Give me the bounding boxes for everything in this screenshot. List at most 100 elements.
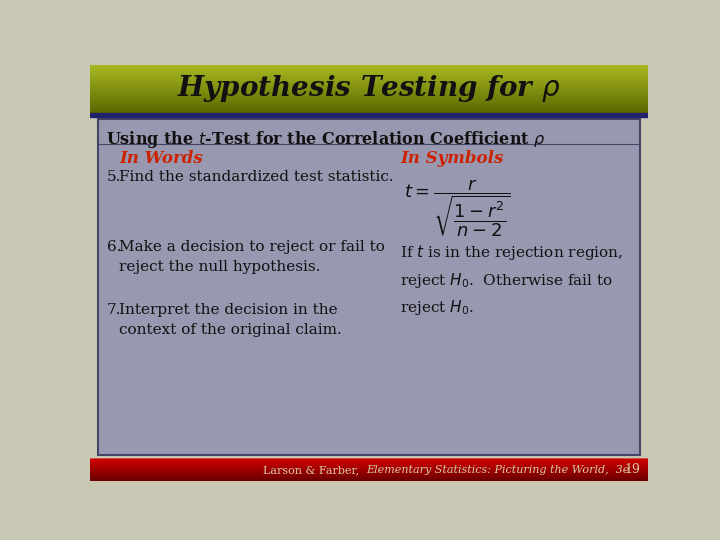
Bar bbox=[90, 103, 648, 104]
Bar bbox=[90, 480, 648, 481]
Bar bbox=[90, 81, 648, 82]
Bar bbox=[90, 95, 648, 96]
Bar bbox=[90, 467, 648, 468]
Bar bbox=[90, 90, 648, 91]
Bar bbox=[90, 464, 648, 465]
Bar bbox=[90, 479, 648, 480]
Text: In Words: In Words bbox=[120, 150, 203, 167]
Bar bbox=[90, 99, 648, 100]
Bar bbox=[90, 460, 648, 461]
FancyBboxPatch shape bbox=[98, 119, 640, 455]
Bar bbox=[90, 112, 648, 117]
Bar bbox=[90, 98, 648, 99]
Bar bbox=[90, 83, 648, 84]
Bar bbox=[90, 96, 648, 97]
Bar bbox=[90, 87, 648, 88]
Bar bbox=[90, 80, 648, 82]
Text: Make a decision to reject or fail to
reject the null hypothesis.: Make a decision to reject or fail to rej… bbox=[120, 240, 385, 274]
Bar bbox=[90, 105, 648, 106]
Text: Elementary Statistics: Picturing the World,  3e: Elementary Statistics: Picturing the Wor… bbox=[366, 465, 629, 475]
Bar bbox=[90, 102, 648, 103]
Bar bbox=[90, 463, 648, 464]
Bar bbox=[90, 468, 648, 469]
Bar bbox=[90, 476, 648, 477]
Bar bbox=[90, 469, 648, 470]
Bar bbox=[90, 72, 648, 73]
Bar bbox=[90, 102, 648, 103]
Bar bbox=[90, 471, 648, 472]
Bar bbox=[90, 66, 648, 67]
Bar bbox=[90, 478, 648, 479]
Bar bbox=[90, 471, 648, 472]
Bar bbox=[90, 463, 648, 464]
Bar bbox=[90, 478, 648, 479]
Bar bbox=[90, 68, 648, 69]
Bar bbox=[90, 458, 648, 459]
Bar bbox=[90, 470, 648, 471]
Bar bbox=[90, 71, 648, 72]
Bar bbox=[90, 465, 648, 466]
Bar bbox=[90, 471, 648, 472]
Bar bbox=[90, 109, 648, 110]
Bar bbox=[90, 78, 648, 79]
Bar bbox=[90, 73, 648, 74]
Bar bbox=[90, 466, 648, 467]
Bar bbox=[90, 86, 648, 87]
Bar bbox=[90, 470, 648, 471]
Text: In Symbols: In Symbols bbox=[400, 150, 503, 167]
Bar bbox=[90, 93, 648, 94]
Bar bbox=[90, 472, 648, 473]
Bar bbox=[90, 460, 648, 461]
Bar bbox=[90, 101, 648, 102]
Bar bbox=[90, 111, 648, 112]
Bar bbox=[90, 68, 648, 69]
Bar bbox=[90, 73, 648, 75]
Bar bbox=[90, 78, 648, 79]
Bar bbox=[90, 474, 648, 475]
Bar bbox=[90, 109, 648, 110]
Text: 6.: 6. bbox=[107, 240, 122, 254]
Bar bbox=[90, 472, 648, 473]
Bar bbox=[90, 65, 648, 66]
Bar bbox=[90, 106, 648, 107]
Bar bbox=[90, 462, 648, 463]
Text: 7.: 7. bbox=[107, 303, 122, 317]
Bar bbox=[90, 477, 648, 478]
Bar bbox=[90, 469, 648, 470]
Bar bbox=[90, 108, 648, 109]
Bar bbox=[90, 464, 648, 465]
Bar bbox=[90, 106, 648, 107]
Bar bbox=[90, 479, 648, 480]
Bar bbox=[90, 476, 648, 477]
Bar bbox=[90, 64, 648, 65]
Bar bbox=[90, 467, 648, 468]
Bar bbox=[90, 462, 648, 463]
Bar bbox=[90, 76, 648, 77]
Bar bbox=[90, 97, 648, 98]
Bar bbox=[90, 473, 648, 474]
Bar bbox=[90, 66, 648, 67]
Bar bbox=[90, 475, 648, 476]
Bar bbox=[90, 82, 648, 83]
Bar bbox=[90, 470, 648, 471]
Bar bbox=[90, 91, 648, 92]
Text: 19: 19 bbox=[624, 463, 640, 476]
Bar bbox=[90, 99, 648, 100]
Bar bbox=[90, 110, 648, 111]
Bar bbox=[90, 89, 648, 90]
Bar bbox=[90, 474, 648, 475]
Bar bbox=[90, 468, 648, 469]
Bar bbox=[90, 67, 648, 68]
Bar bbox=[90, 107, 648, 108]
Bar bbox=[90, 74, 648, 75]
Bar bbox=[90, 97, 648, 98]
Bar bbox=[90, 105, 648, 106]
Bar bbox=[90, 92, 648, 93]
Bar bbox=[90, 82, 648, 83]
Bar bbox=[90, 70, 648, 71]
Bar bbox=[90, 100, 648, 102]
Bar bbox=[90, 72, 648, 73]
Bar bbox=[90, 104, 648, 105]
Bar bbox=[90, 459, 648, 460]
Bar bbox=[90, 77, 648, 78]
